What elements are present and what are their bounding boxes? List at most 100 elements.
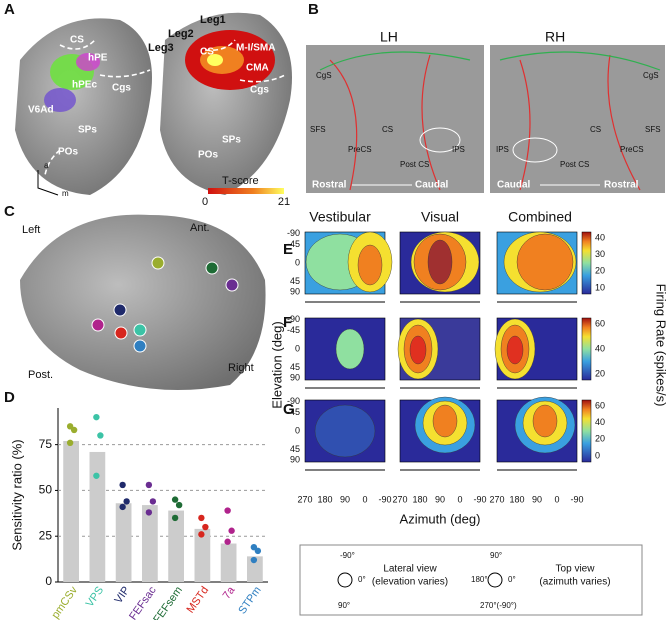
contour	[506, 335, 524, 365]
hemisphere-label: RH	[545, 29, 565, 45]
colorbar-label: 0	[202, 196, 208, 208]
data-point	[149, 498, 157, 505]
data-point	[198, 514, 205, 522]
angle-label: 90°	[490, 551, 502, 560]
x-tick-label: 0	[554, 494, 559, 504]
data-point	[171, 496, 179, 503]
area-label: M-I/SMA	[236, 43, 275, 54]
flat-map	[306, 45, 484, 193]
x-tick-label: 90	[340, 494, 350, 504]
colorbar-label: 40	[595, 232, 605, 242]
colorbar-label: 20	[595, 434, 605, 444]
angle-label: -90°	[340, 551, 355, 560]
x-tick-label: pmCSv	[49, 584, 80, 620]
panel-c: Left Ant. Post. Right	[20, 214, 266, 390]
angle-label: 270°(-90°)	[480, 601, 517, 610]
head-icon	[337, 572, 353, 588]
brain	[20, 214, 266, 390]
orientation-legend: -90° 0° 90° Lateral view (elevation vari…	[299, 544, 643, 616]
x-tick-label: 270	[392, 494, 407, 504]
x-tick-label: STPm	[236, 585, 263, 617]
head-icon	[487, 572, 503, 588]
direction-label: Rostral	[604, 180, 639, 191]
x-tick-label: 7a	[221, 584, 238, 602]
legend-box	[299, 544, 643, 616]
x-tick-label: 90	[435, 494, 445, 504]
roi-ellipse	[419, 127, 461, 153]
activation	[76, 53, 100, 71]
colorbar	[581, 399, 592, 463]
sulcus-label: SPs	[222, 135, 241, 146]
bar	[142, 505, 158, 582]
contour	[409, 335, 427, 365]
panel-b: LH RH CgS SFS PreCS CS Post CS IPS CgS S…	[306, 29, 665, 193]
x-tick-label: -90	[378, 494, 391, 504]
colorbar-label: 40	[595, 417, 605, 427]
sulcus-label: CgS	[316, 71, 332, 80]
x-tick-label: VPS	[84, 585, 106, 610]
roi-outline	[319, 51, 661, 71]
data-point	[198, 531, 205, 538]
data-point	[145, 481, 153, 489]
x-tick-label: 270	[297, 494, 312, 504]
panel-label: C	[4, 203, 15, 220]
x-tick-label: MSTd	[185, 585, 212, 616]
direction-label: Caudal	[415, 180, 449, 191]
flat-map	[490, 45, 665, 193]
y-tick-label: 0	[45, 574, 52, 588]
roi-ellipse	[512, 137, 558, 163]
angle-label: 180°	[471, 575, 488, 584]
data-point	[119, 503, 126, 511]
legend-title: Lateral view	[383, 564, 437, 575]
y-axis-label: Elevation (deg)	[269, 321, 284, 408]
y-tick-label: -90	[287, 228, 300, 238]
area-label: CMA	[246, 63, 269, 74]
x-axis-label: Azimuth (deg)	[400, 511, 481, 526]
sulcus-label: CS	[200, 47, 214, 58]
colorbar-label: 10	[595, 282, 605, 292]
data-point	[228, 527, 235, 534]
angle-label: 0°	[508, 575, 516, 584]
contour	[335, 328, 365, 370]
y-tick-label: 0	[295, 257, 300, 267]
y-tick-label: 0	[295, 425, 300, 435]
orientation-label: Ant.	[190, 222, 210, 234]
sulcus-label: CS	[590, 125, 601, 134]
data-point	[171, 514, 179, 522]
colorbar-label: 40	[595, 343, 605, 353]
x-tick-label: 90	[532, 494, 542, 504]
legend-note: (azimuth varies)	[539, 577, 610, 588]
brain-left	[15, 18, 152, 195]
z-axis-label: Firing Rate (spikes/s)	[654, 284, 669, 407]
leg-label: Leg3	[148, 42, 174, 54]
bar	[168, 510, 184, 582]
panel-labels: A B C D E F G	[4, 1, 319, 418]
area-dot	[151, 256, 165, 270]
sulcus-label: Post CS	[560, 160, 589, 169]
x-tick-label: -90	[473, 494, 486, 504]
data-point	[145, 509, 153, 516]
contour	[357, 244, 383, 286]
contour	[314, 404, 376, 458]
data-point	[119, 481, 126, 489]
angle-label: 0°	[358, 575, 366, 584]
panel-label: B	[308, 1, 319, 18]
sulcus-label: IPS	[452, 145, 465, 154]
panel-a: CS hPE hPEc Cgs V6Ad SPs POs a m Leg1 Le…	[15, 12, 292, 208]
area-dot	[113, 303, 127, 317]
area-label: hPEc	[72, 80, 97, 91]
x-tick-label: 0	[457, 494, 462, 504]
leg-label: Leg2	[168, 28, 194, 40]
angle-label: 90°	[338, 601, 350, 610]
area-dot	[133, 323, 147, 337]
y-tick-label: 75	[39, 437, 53, 451]
y-tick-label: 90	[290, 287, 300, 297]
area-dot	[225, 278, 239, 292]
axis-label: a	[44, 161, 49, 170]
y-tick-label: 90	[290, 455, 300, 465]
panel-label: E	[283, 241, 293, 258]
orientation-label: Left	[22, 224, 40, 236]
area-label: hPE	[88, 53, 108, 64]
data-point	[175, 501, 183, 509]
y-tick-label: 50	[39, 483, 53, 497]
